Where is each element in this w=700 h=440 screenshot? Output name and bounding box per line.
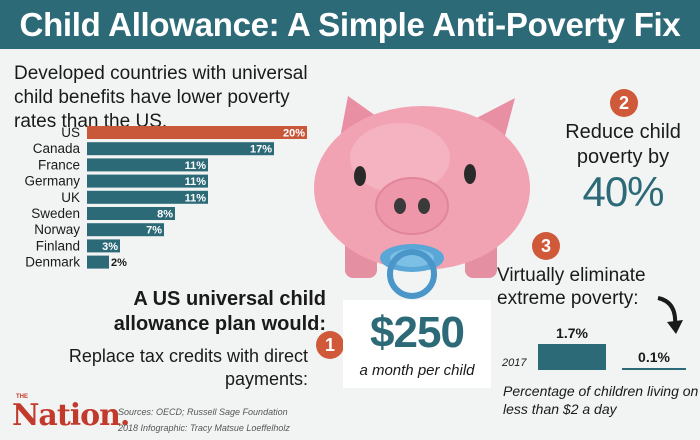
bar-value-label: 3% bbox=[102, 241, 118, 253]
step-3-caption: Percentage of children living on less th… bbox=[503, 383, 699, 417]
allowance-caption: a month per child bbox=[359, 362, 475, 379]
year-label: 2017 bbox=[501, 357, 527, 369]
publication-logo: Nation. bbox=[12, 398, 130, 433]
piggy-bank-illustration bbox=[314, 96, 530, 299]
pig-nostril-right bbox=[418, 198, 430, 214]
pig-nostril-left bbox=[394, 198, 406, 214]
amount-card: $250 a month per child bbox=[343, 300, 491, 388]
step-1-text: Replace tax credits with direct payments… bbox=[68, 346, 308, 389]
bar-value-label: 7% bbox=[146, 225, 162, 237]
bar-norway bbox=[87, 223, 164, 237]
extreme-value-label: 1.7% bbox=[556, 325, 588, 341]
bar-sweden bbox=[87, 207, 175, 220]
bar-france bbox=[87, 158, 208, 172]
bar-finland bbox=[87, 239, 120, 253]
pig-highlight bbox=[350, 123, 450, 193]
credit-text: 2018 Infographic: Tracy Matsue Loeffelho… bbox=[118, 423, 290, 433]
bar-category-label: Denmark bbox=[25, 255, 80, 270]
bar-category-label: US bbox=[61, 125, 80, 140]
pig-snout bbox=[375, 177, 449, 235]
sources-note: Sources: OECD; Russell Sage Foundation 2… bbox=[118, 404, 290, 436]
bar-uk bbox=[87, 190, 208, 204]
step-3-badge: 3 bbox=[532, 232, 560, 260]
curved-arrow-icon bbox=[657, 296, 683, 334]
step-2-value: 40% bbox=[582, 168, 664, 215]
bar-germany bbox=[87, 174, 208, 188]
page-title: Child Allowance: A Simple Anti-Poverty F… bbox=[19, 6, 681, 43]
bar-denmark bbox=[87, 255, 109, 269]
bar-category-label: UK bbox=[61, 190, 80, 205]
extreme-poverty-chart: 2017 1.7% 0.1% bbox=[501, 325, 686, 370]
bar-value-label: 8% bbox=[157, 209, 173, 221]
bar-us bbox=[87, 126, 307, 139]
bar-value-label: 11% bbox=[185, 160, 207, 172]
bar-value-label: 11% bbox=[185, 176, 207, 188]
bar-value-label: 2% bbox=[111, 257, 127, 269]
step-1-badge: 1 bbox=[316, 331, 344, 359]
bar-value-label: 20% bbox=[283, 128, 305, 140]
bar-category-label: Germany bbox=[24, 174, 80, 189]
step-2-badge: 2 bbox=[610, 89, 638, 117]
chart-subtitle: Developed countries with universal child… bbox=[14, 63, 308, 132]
pig-eye-left bbox=[354, 166, 366, 186]
step-3-text: Virtually eliminate extreme poverty: bbox=[497, 265, 646, 309]
bar-canada bbox=[87, 142, 274, 156]
bar-category-label: Norway bbox=[34, 222, 80, 237]
extreme-value-label: 0.1% bbox=[638, 349, 670, 365]
bar-value-label: 17% bbox=[250, 144, 272, 156]
sources-text: Sources: OECD; Russell Sage Foundation bbox=[118, 407, 288, 417]
bar-category-label: Canada bbox=[33, 141, 81, 156]
bar-value-label: 11% bbox=[185, 192, 207, 204]
bar-category-label: Sweden bbox=[31, 206, 80, 221]
step-2-text: Reduce child poverty by bbox=[565, 121, 681, 168]
bar-category-label: France bbox=[38, 157, 80, 172]
pacifier-icon bbox=[380, 244, 444, 299]
plan-heading: A US universal child allowance plan woul… bbox=[113, 288, 326, 335]
allowance-amount: $250 bbox=[370, 308, 465, 357]
pig-eye-right bbox=[464, 164, 476, 184]
poverty-rate-bar-chart: US 20% Canada 17% France 11% Germany 11% UK 11% Sw… bbox=[24, 125, 307, 270]
header-banner: Child Allowance: A Simple Anti-Poverty F… bbox=[0, 0, 700, 49]
extreme-bar bbox=[622, 368, 686, 370]
bar-category-label: Finland bbox=[36, 238, 80, 253]
extreme-bar bbox=[538, 344, 606, 370]
logo-the-text: THE bbox=[16, 394, 28, 400]
